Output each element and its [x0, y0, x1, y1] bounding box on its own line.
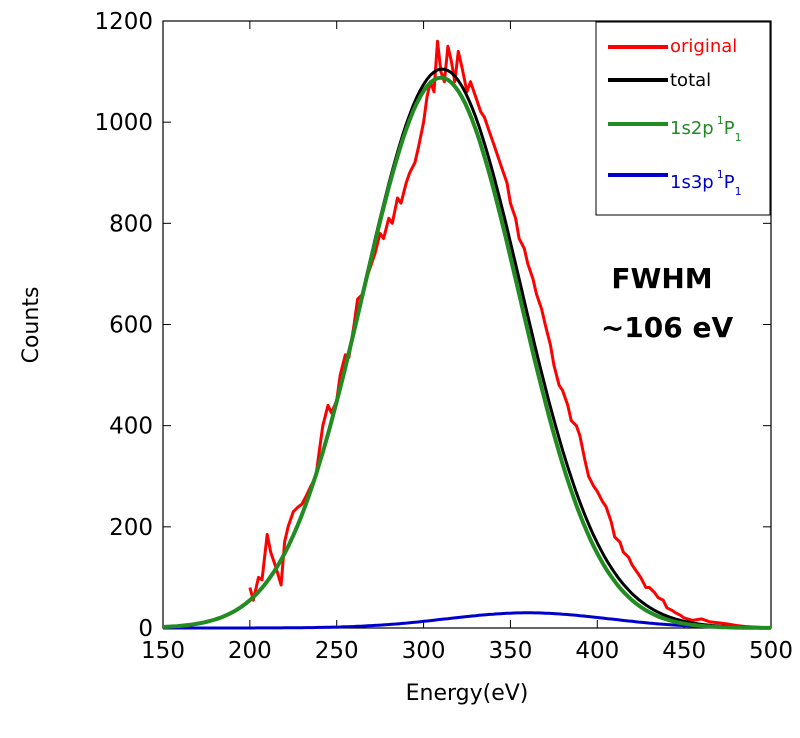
y-tick-label: 600: [109, 313, 153, 339]
series-line-original: [248, 39, 772, 630]
x-axis-title: Energy(eV): [406, 681, 529, 706]
y-axis-title: Counts: [19, 287, 44, 364]
y-tick-label: 400: [109, 414, 153, 440]
legend-box: [595, 21, 771, 216]
fwhm-annotation-line2: ~106 eV: [601, 311, 734, 344]
series-lines: [162, 39, 772, 630]
series-line-1s2p: [162, 75, 771, 630]
x-tick-label: 450: [662, 638, 706, 664]
y-tick-label: 200: [109, 515, 153, 541]
fwhm-annotation-line1: FWHM: [611, 262, 712, 295]
x-tick-label: 200: [228, 638, 272, 664]
legend-label-original: original: [670, 36, 737, 57]
x-tick-label: 350: [488, 638, 532, 664]
x-tick-label: 300: [402, 638, 446, 664]
x-tick-labels: 150 200 250 300 350 400 450 500: [141, 638, 793, 664]
x-tick-label: 400: [575, 638, 619, 664]
legend-label-total: total: [670, 70, 711, 91]
legend-label-1s2p: 1s2p 1P1: [670, 114, 742, 144]
y-tick-label: 800: [109, 211, 153, 237]
x-tick-label: 250: [315, 638, 359, 664]
y-tick-label: 0: [138, 616, 153, 642]
y-tick-labels: 0 200 400 600 800 1000 1200: [94, 9, 153, 642]
legend-label-1s3p: 1s3p 1P1: [670, 168, 742, 198]
series-line-1s3p: [163, 611, 771, 630]
y-tick-label: 1200: [94, 9, 153, 35]
x-tick-label: 150: [141, 638, 185, 664]
y-tick-label: 1000: [94, 110, 153, 136]
legend: original total 1s2p 1P1 1s3p 1P1: [595, 21, 771, 216]
x-tick-label: 500: [749, 638, 793, 664]
